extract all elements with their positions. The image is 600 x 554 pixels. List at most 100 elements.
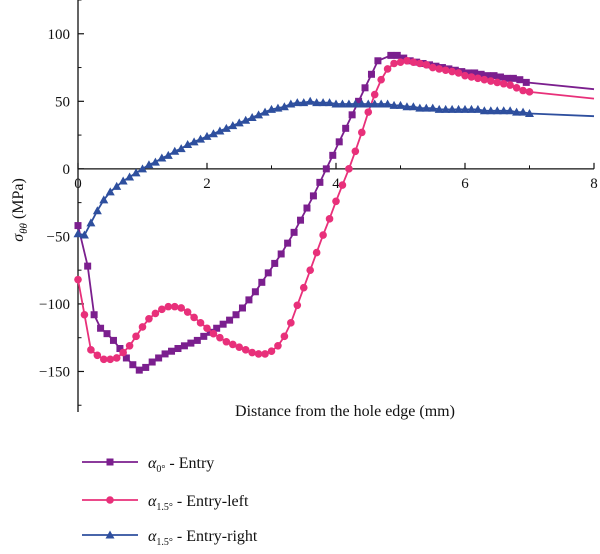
data-point [277,250,285,258]
data-point [460,104,470,113]
data-point [422,61,431,69]
data-point [254,110,264,119]
data-point [293,301,302,310]
data-point [505,106,515,115]
data-point [245,296,253,304]
data-point [177,304,185,312]
data-point [464,69,472,77]
data-point [525,108,534,117]
data-point [402,102,412,111]
data-point [161,350,169,358]
data-point [219,320,227,328]
data-point [297,216,305,224]
data-point [109,336,117,344]
data-point [348,111,356,119]
data-point [322,165,330,173]
data-point [435,65,444,73]
x-tick-label: 4 [332,176,340,192]
data-point [74,222,82,230]
data-point [213,324,221,332]
data-point [342,124,350,132]
data-point [99,195,109,204]
data-point [234,118,244,127]
data-point [383,99,393,108]
data-point [119,348,127,357]
data-point [286,99,296,108]
data-point [170,302,179,311]
data-point [202,131,212,140]
data-point [176,144,186,153]
data-point [93,351,102,360]
legend-label: α1.5° - Entry-left [148,493,249,513]
data-point [496,73,504,81]
data-point [306,266,315,274]
data-point [155,354,163,362]
data-point [493,78,502,87]
data-point [247,113,257,122]
data-point [499,106,509,115]
data-point [364,108,373,116]
data-point [261,350,269,358]
data-point [189,137,199,146]
data-point [209,329,218,338]
data-point [516,76,524,84]
data-point [284,239,292,247]
data-point [416,59,424,68]
data-point [316,178,324,186]
data-point [84,262,92,270]
data-point [403,56,411,65]
data-point [338,181,347,189]
data-point [142,363,150,371]
data-point [428,103,438,112]
data-point [473,104,483,113]
data-point [116,345,124,353]
data-point [260,107,270,116]
legend: α0° - Entry α1.5° - Entry-left α1.5° - Ent… [82,455,258,548]
data-point [238,304,246,312]
data-point [490,72,498,80]
data-point [105,187,115,196]
data-point [292,98,302,107]
x-tick-label: 6 [461,176,469,192]
y-tick-label: 0 [63,162,71,178]
data-point [290,228,298,236]
data-point [271,259,279,267]
series-layer [73,51,595,374]
data-point [447,104,457,113]
data-point [174,345,182,353]
data-point [103,330,111,338]
y-tick-label: −50 [47,229,70,245]
data-point [74,275,82,284]
data-point [303,204,311,212]
data-point [396,100,405,109]
legend-item: α0° - Entry [82,455,214,475]
data-point [112,181,122,190]
legend-marker [105,530,115,539]
data-point [221,123,231,132]
data-point [168,347,176,355]
data-point [454,104,464,113]
data-point [170,146,180,155]
data-point [454,69,463,77]
data-point [251,288,259,296]
data-point [87,346,95,354]
data-point [415,103,425,112]
data-point [228,121,238,130]
data-point [180,342,188,350]
data-point [138,164,147,173]
data-point [264,269,272,277]
data-point [377,75,385,84]
data-point [129,361,137,369]
data-point [235,343,244,351]
data-point [203,324,211,333]
data-point [215,126,225,135]
data-point [428,63,437,72]
data-point [332,197,340,206]
data-point [125,342,134,350]
data-point [158,305,166,314]
data-point [471,69,479,77]
data-point [318,98,328,107]
data-point [148,358,156,366]
data-point [73,229,83,238]
data-point [389,100,399,109]
